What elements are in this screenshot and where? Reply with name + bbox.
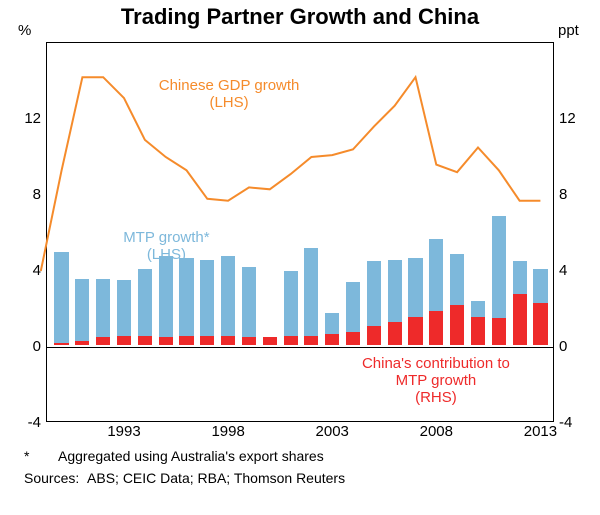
annotation-contrib-l2: MTP growth: [362, 372, 510, 389]
footnote-text: Aggregated using Australia's export shar…: [58, 448, 324, 464]
plot-area: -404812 -404812 19931998200320082013 Chi…: [46, 42, 554, 422]
x-tick: 2008: [420, 423, 453, 440]
y-left-tick: 12: [1, 110, 41, 127]
y-left-tick: 0: [1, 338, 41, 355]
annotation-gdp: Chinese GDP growth (LHS): [159, 77, 300, 112]
x-ticks: 19931998200320082013: [47, 421, 553, 441]
y-left-tick: 4: [1, 262, 41, 279]
y-right-tick: 12: [559, 110, 599, 127]
footnote-marker: *: [24, 448, 58, 464]
y-right-tick: -4: [559, 414, 599, 431]
footnote: *Aggregated using Australia's export sha…: [24, 448, 324, 464]
annotation-mtp-l2: (LHS): [123, 246, 209, 263]
x-tick: 1998: [211, 423, 244, 440]
x-tick: 2013: [524, 423, 557, 440]
annotation-contrib-l1: China's contribution to: [362, 355, 510, 372]
sources: Sources: ABS; CEIC Data; RBA; Thomson Re…: [24, 470, 345, 486]
annotation-contrib-l3: (RHS): [362, 389, 510, 406]
y-left-tick: -4: [1, 414, 41, 431]
chart-title: Trading Partner Growth and China: [0, 4, 600, 30]
annotation-contrib: China's contribution to MTP growth (RHS): [362, 355, 510, 407]
x-tick: 1993: [107, 423, 140, 440]
sources-label: Sources:: [24, 470, 79, 486]
y-right-unit: ppt: [558, 22, 579, 39]
annotation-mtp: MTP growth* (LHS): [123, 229, 209, 264]
y-right-tick: 8: [559, 186, 599, 203]
annotation-gdp-l1: Chinese GDP growth: [159, 77, 300, 94]
x-tick: 2003: [316, 423, 349, 440]
y-left-tick: 8: [1, 186, 41, 203]
y-right-tick: 0: [559, 338, 599, 355]
y-left-unit: %: [18, 22, 31, 39]
y-right-tick: 4: [559, 262, 599, 279]
sources-text: ABS; CEIC Data; RBA; Thomson Reuters: [87, 470, 345, 486]
annotation-gdp-l2: (LHS): [159, 94, 300, 111]
annotation-mtp-l1: MTP growth*: [123, 229, 209, 246]
